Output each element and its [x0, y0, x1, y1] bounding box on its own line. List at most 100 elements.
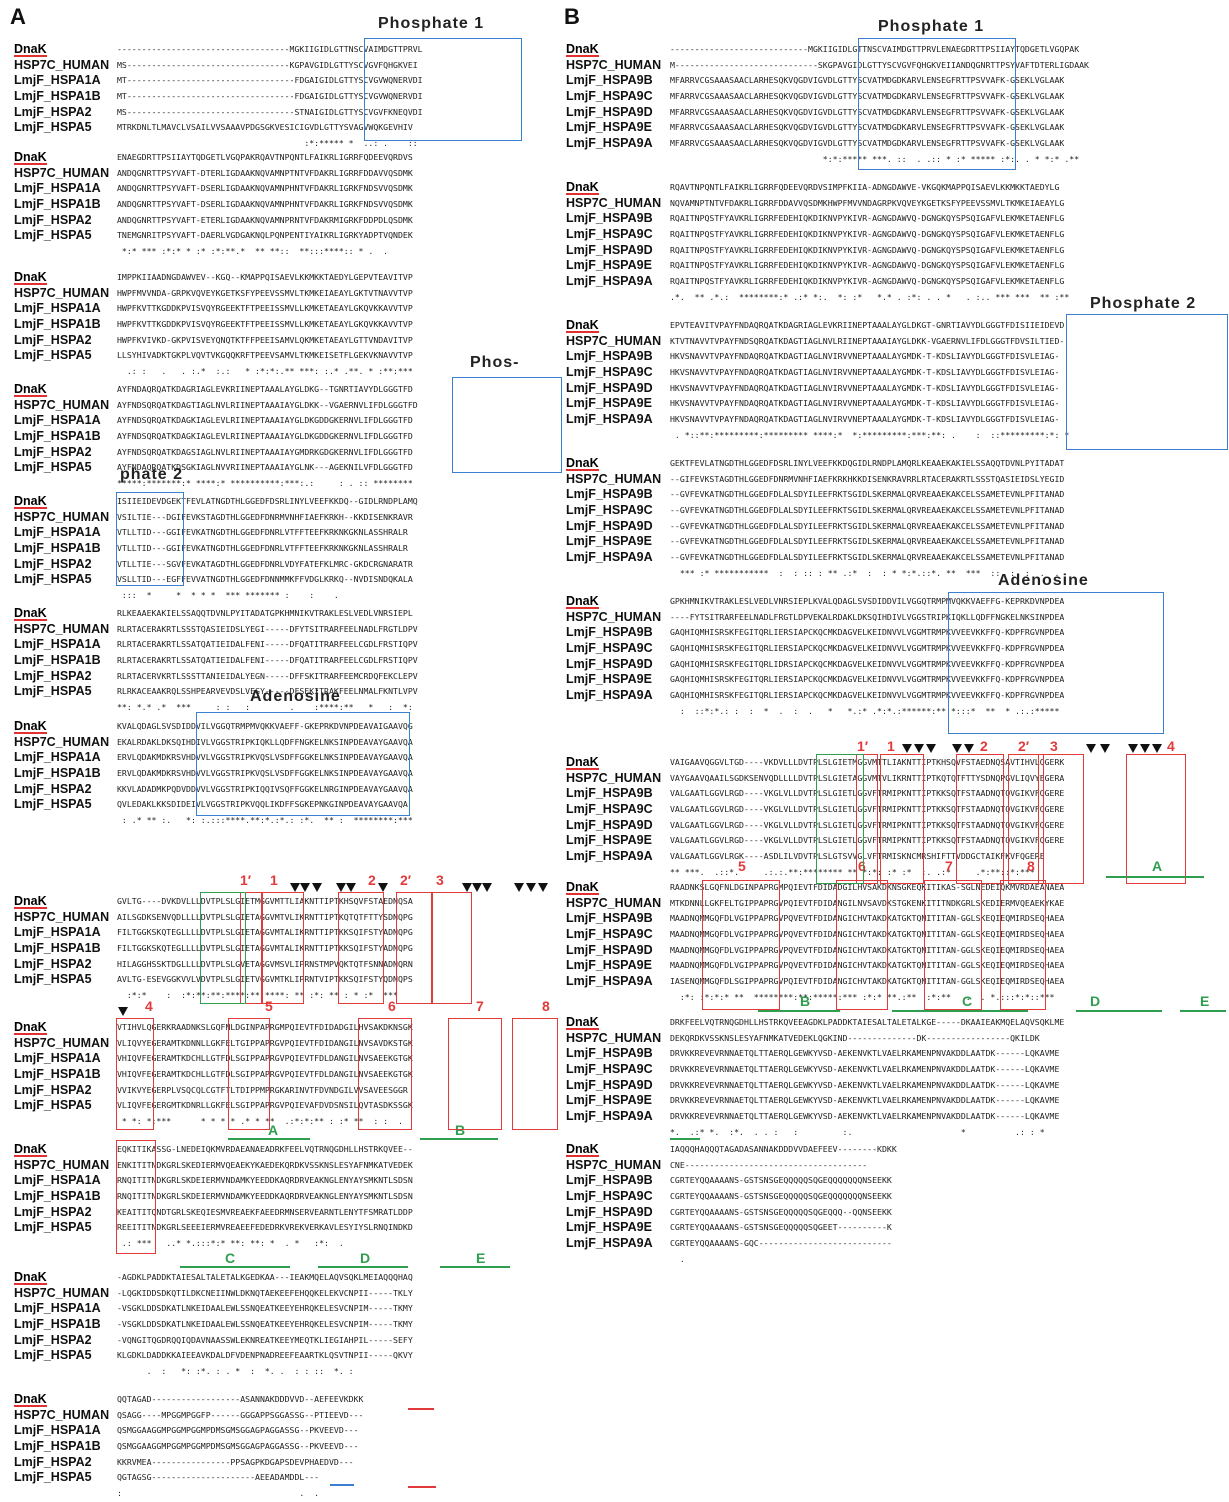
alignment-row: DnaK GPKHMNIKVTRAKLESLVEDLVNRSIEPLKVALQDA… [560, 594, 1229, 610]
alignment-row: DnaK ENAEGDRTTPSIIAYTQDGETLVGQPAKRQAVTNPQ… [0, 150, 560, 166]
sequence-name: LmjF_HSPA1B [14, 941, 101, 956]
strand-box [836, 880, 888, 1010]
sequence-residues: ERVLQDAKMDKRSVHDVVLVGGSTRIPKVQSLVSDFFGGK… [117, 752, 413, 763]
strand-box [338, 892, 384, 1004]
sequence-residues: AYFNDSQRQATKDAGSIAGLNVLRIINEPTAAAIAYGMDR… [117, 446, 413, 457]
alignment-block: DnaK RLKEAAEKAKIELSSAQQTDVNLPYITADATGPKHM… [0, 606, 560, 716]
sequence-residues: EQKITIKASSG-LNEDEIQKMVRDAEANAEADRKFEELVQ… [117, 1144, 413, 1154]
strand-box [702, 880, 780, 1010]
sequence-name: DnaK [566, 755, 599, 770]
arrowhead-marker [378, 883, 388, 892]
panel-label-b: B [564, 4, 580, 29]
sequence-residues: RNQITITNDKGRLSKDEIERMVNDAMKYEEDDKAQRDRVE… [117, 1175, 413, 1186]
alignment-row: LmjF_HSPA9D DRVKKREVEVRNNAETQLTTAERQLGEWK… [560, 1078, 1229, 1094]
alignment-row: LmjF_HSPA5 QGTAGSG---------------------AE… [0, 1470, 560, 1486]
sequence-residues: DRVKKREVEVRNNAETQLTTAERQLGEWKYVSD-AEKENV… [670, 1111, 1060, 1122]
sequence-name: DnaK [14, 719, 47, 734]
helix-bar [440, 1266, 510, 1268]
sequence-residues: GAQHIQMHISRSKFEGITQRLIERSIAPCKQCMKDAGVEL… [670, 690, 1065, 701]
conservation-line: **: *.* .* *** : : : . :****:** * : *: [117, 702, 413, 713]
sequence-residues: AYFNDSQRQATKDAGKIAGLEVLRIINEPTAAAIAYGLDK… [117, 415, 413, 426]
alignment-block: DnaK IAQQQHAQQQTAGADASANNAKDDDVVDAEFEEV--… [560, 1142, 1229, 1268]
sequence-name: LmjF_HSPA9E [566, 258, 652, 273]
sequence-residues: CGRTEYQQAAAANS-GSTSNSGEQQQQQSQGEQQQ--QQN… [670, 1206, 892, 1217]
alignment-row: LmjF_HSPA1A QSMGGAAGGMPGGMPGGMPDMSGMSGGAG… [0, 1423, 560, 1439]
sequence-name: DnaK [566, 42, 599, 57]
alignment-row: .: : . . :.* :.: * :*:*:.** ***: :.* .**… [0, 364, 560, 380]
strand-label: 2 [980, 738, 988, 754]
helix-label: A [1152, 858, 1163, 874]
alignment-row: HSP7C_HUMAN QSAGG----MPGGMPGGFP------GGGA… [0, 1408, 560, 1424]
helix-bar [758, 1010, 840, 1012]
alignment-row: *** :* *********** : : :: : ** .:* : : *… [560, 566, 1229, 582]
sequence-residues: VSLLTID---EGFFEVVATNGDTHLGGEDFDNNMMKFFVD… [117, 574, 413, 585]
sequence-name: DnaK [566, 180, 599, 195]
sequence-residues: KVALQDAGLSVSDIDDVILVGGQTRMPMVQKKVAEFF-GK… [117, 721, 413, 731]
sequence-residues: MFARRVCGSAAASAACLARHESQKVQGDVIGVDLGTTYSC… [670, 75, 1065, 86]
sequence-name: LmjF_HSPA9E [566, 120, 652, 135]
sequence-residues: RLRTACERVKRTLSSSTTANIEIDALYEGN-----DFFSK… [117, 670, 418, 681]
sequence-residues: GPKHMNIKVTRAKLESLVEDLVNRSIEPLKVALQDAGLSV… [670, 596, 1065, 606]
sequence-residues: MTRKDNLTLMAVCLVSAILVVSAAAVPDGSGKVESICIGV… [117, 122, 413, 133]
sequence-residues: VAIGAAVQGGVLTGD----VKDVLLLDVTPLSLGIETMGG… [670, 757, 1065, 767]
sequence-name: LmjF_HSPA9C [566, 1189, 653, 1204]
conservation-line: .: *** ..* *.:::*:* **: **: * . * :*: . [117, 1238, 364, 1249]
arrowhead-marker [1086, 744, 1096, 753]
alignment-row: :*: :*:*:* ** ********:**:*****:*** :*:*… [560, 990, 1229, 1006]
sequence-residues: MS----------------------------------STNA… [117, 106, 423, 117]
sequence-residues: HKVSNAVVTVPAYFNDAQRQATKDAGTIAGLNVIRVVNEP… [670, 367, 1060, 378]
alignment-row: LmjF_HSPA9B RQAITNPQSTFYAVKRLIGRRFEDEHIQK… [560, 211, 1229, 227]
sequence-residues: FILTGGKSKQTEGLLLLDVTPLSLGIETAGGVMTALIKRN… [117, 943, 413, 954]
alignment-row: HSP7C_HUMAN MTKDNNLLGKFELTGIPPAPRGVPQIEVT… [560, 896, 1229, 912]
alignment-row: DnaK IAQQQHAQQQTAGADASANNAKDDDVVDAEFEEV--… [560, 1142, 1229, 1158]
alignment-row: HSP7C_HUMAN HWPFMVVNDA-GRPKVQVEYKGETKSFYP… [0, 286, 560, 302]
sequence-residues: RLRTACERAKRTLSSATQATIEIDALFENI-----DFQAT… [117, 639, 418, 650]
alignment-row: HSP7C_HUMAN VSILTIE---DGIFEVKSTAGDTHLGGED… [0, 510, 560, 526]
sequence-residues: ----------------------------MGKIIGIDLGTT… [670, 44, 1080, 54]
conservation-line: *:*:***** ***. :: . .:: * :* ***** :*:. … [670, 153, 1080, 164]
sequence-residues: MFARRVCGSAAASAACLARHESQKVQGDVIGVDLGTTYSC… [670, 91, 1065, 102]
motif-label: Phosphate 2 [1090, 295, 1197, 312]
alignment-row: LmjF_HSPA1A FILTGGKSKQTEGLLLLDVTPLSLGIETA… [0, 925, 560, 941]
helix-label: B [455, 1122, 466, 1138]
sequence-residues: KTVTNAVVTVPAYFNDSQRQATKDAGTIAGLNVLRIINEP… [670, 335, 1065, 346]
alignment-row: LmjF_HSPA9B GAQHIQMHISRSKFEGITQRLIERSIAPC… [560, 625, 1229, 641]
sequence-residues: DRVKKREVEVRNNAETQLTTAERQLGEWKYVSD-AEKENV… [670, 1079, 1060, 1090]
sequence-name: LmjF_HSPA5 [14, 1220, 92, 1235]
strand-label: 1′ [240, 872, 252, 888]
sequence-residues: -VSGKLDDSDKATLNKEIDAALEWLSSNQEATKEEYEHRQ… [117, 1319, 413, 1330]
alignment-row: LmjF_HSPA2 RLRTACERVKRTLSSSTTANIEIDALYEGN… [0, 669, 560, 685]
sequence-name: DnaK [566, 1015, 599, 1030]
alignment-row: .: *** ..* *.:::*:* **: **: * . * :*: . [0, 1236, 560, 1252]
alignment-row: DnaK DRKFEELVQTRNQGDHLLHSTRKQVEEAGDKLPADD… [560, 1015, 1229, 1031]
arrowhead-marker [336, 883, 346, 892]
strand-box [1126, 754, 1186, 884]
sequence-name: HSP7C_HUMAN [566, 333, 662, 348]
sequence-name: HSP7C_HUMAN [566, 57, 662, 72]
sequence-name: HSP7C_HUMAN [14, 1035, 110, 1050]
sequence-name: HSP7C_HUMAN [566, 1157, 662, 1172]
conservation-line: *****:*******:* ****:* **********:***:.:… [117, 478, 413, 489]
alignment-row: LmjF_HSPA5 RLRKACEAAKRQLSSHPEARVEVDSLVEGY… [0, 684, 560, 700]
sequence-name: LmjF_HSPA9D [566, 380, 653, 395]
alignment-row: LmjF_HSPA5 LLSYHIVADKTGKPLVQVTVKGQQKRFTPE… [0, 348, 560, 364]
helix-bar [892, 1010, 1028, 1012]
alignment-row: LmjF_HSPA1A VTLLTID---GGIFEVKATNGDTHLGGED… [0, 525, 560, 541]
sequence-residues: HWPFMVVNDA-GRPKVQVEYKGETKSFYPEEVSSMVLTKM… [117, 287, 413, 298]
alignment-row: LmjF_HSPA2 -VQNGITQGDRQQIQDAVNAASSWLEKNRE… [0, 1333, 560, 1349]
alignment-row: HSP7C_HUMAN AILSGDKSENVQDLLLLDVTPLSLGIETA… [0, 910, 560, 926]
arrowhead-marker [964, 744, 974, 753]
conservation-line: . : *: :*. : . * : *. . : : :: *. : [117, 1366, 364, 1377]
strand-label: 6 [858, 858, 866, 874]
sequence-residues: ----FYTSITRARFEELNADLFRGTLDPVEKALRDAKLDK… [670, 611, 1065, 622]
adenosine-box [948, 592, 1164, 734]
strand-box [116, 1018, 154, 1130]
strand-box [924, 880, 982, 1010]
helix-label: C [225, 1250, 236, 1266]
motif-underline [330, 1484, 354, 1486]
sequence-residues: AYFNDAQRQATKDAGRIAGLEVKRIINEPTAAALAYGLDK… [117, 384, 413, 394]
alignment-row: ** ***. .::*. .:.:.**:******** ** *:*: :… [560, 865, 1229, 881]
sequence-name: HSP7C_HUMAN [14, 397, 110, 412]
sequence-name: LmjF_HSPA9D [566, 1204, 653, 1219]
sequence-name: LmjF_HSPA2 [14, 1454, 92, 1469]
